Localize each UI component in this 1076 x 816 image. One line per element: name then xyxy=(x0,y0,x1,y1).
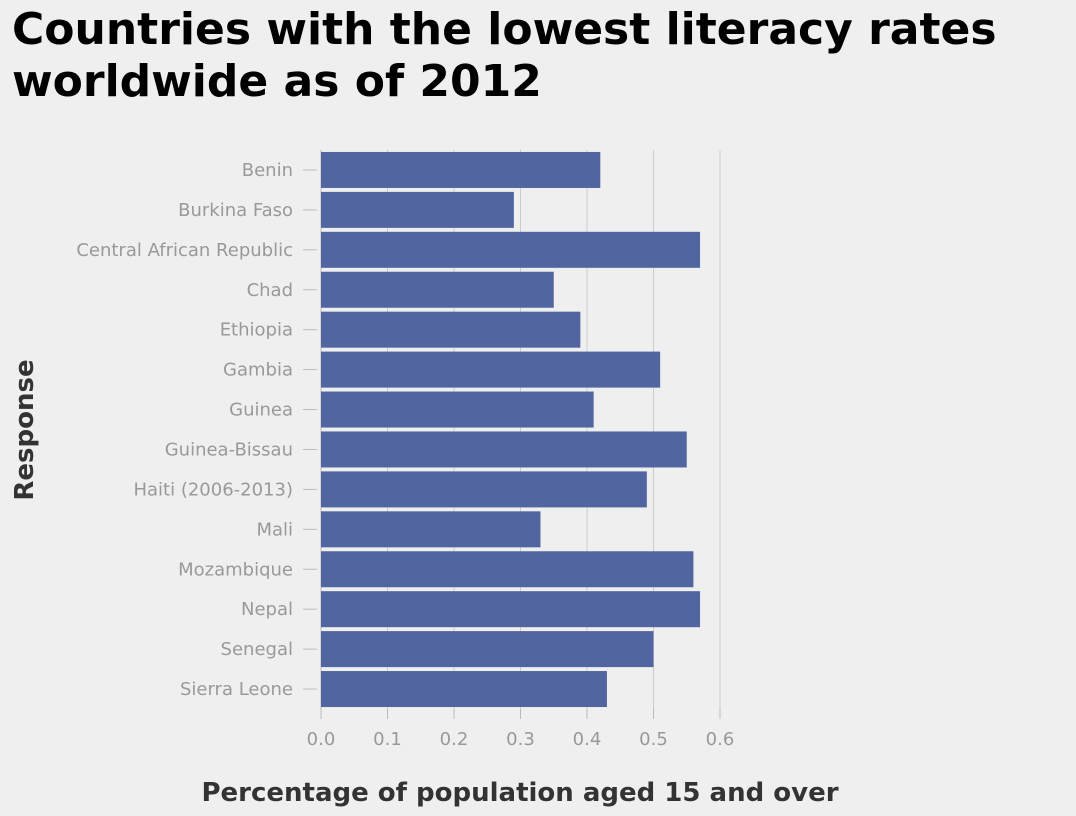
bar xyxy=(321,351,661,388)
x-axis-ticks: 0.0 0.1 0.2 0.3 0.4 0.5 0.6 xyxy=(307,709,735,750)
bars-layer xyxy=(321,151,701,708)
y-tick-label: Gambia xyxy=(223,360,293,381)
bar xyxy=(321,191,514,228)
y-tick-label: Chad xyxy=(247,280,293,301)
x-tick-label: 0.2 xyxy=(440,729,469,750)
x-tick-label: 0.0 xyxy=(307,729,336,750)
y-tick-label: Benin xyxy=(242,160,293,181)
y-tick-label: Mozambique xyxy=(178,559,293,580)
bar xyxy=(321,311,581,348)
y-tick-label: Senegal xyxy=(221,639,293,660)
bar xyxy=(321,591,701,628)
y-tick-label: Guinea-Bissau xyxy=(165,439,293,460)
bar xyxy=(321,471,647,508)
x-axis-title: Percentage of population aged 15 and ove… xyxy=(201,778,838,808)
bar xyxy=(321,391,594,428)
bar xyxy=(321,511,541,548)
y-tick-label: Ethiopia xyxy=(220,320,293,341)
x-tick-label: 0.1 xyxy=(373,729,402,750)
y-tick-label: Central African Republic xyxy=(76,240,293,261)
y-tick-label: Guinea xyxy=(229,400,293,421)
bar xyxy=(321,271,554,308)
chart-title: Countries with the lowest literacy rates… xyxy=(12,4,997,107)
bar xyxy=(321,551,694,588)
x-tick-label: 0.4 xyxy=(573,729,602,750)
x-tick-label: 0.5 xyxy=(639,729,668,750)
y-axis-ticks: Benin Burkina Faso Central African Republi… xyxy=(76,160,317,700)
y-tick-label: Haiti (2006-2013) xyxy=(133,479,293,500)
x-tick-label: 0.3 xyxy=(506,729,535,750)
bar xyxy=(321,631,654,668)
bar xyxy=(321,671,607,708)
x-tick-label: 0.6 xyxy=(706,729,735,750)
bar xyxy=(321,231,701,268)
y-tick-label: Nepal xyxy=(241,599,293,620)
bar xyxy=(321,151,601,188)
y-tick-label: Burkina Faso xyxy=(178,200,293,221)
y-axis-title: Response xyxy=(10,359,40,500)
y-tick-label: Mali xyxy=(256,519,293,540)
y-tick-label: Sierra Leone xyxy=(180,679,293,700)
bar xyxy=(321,431,687,468)
